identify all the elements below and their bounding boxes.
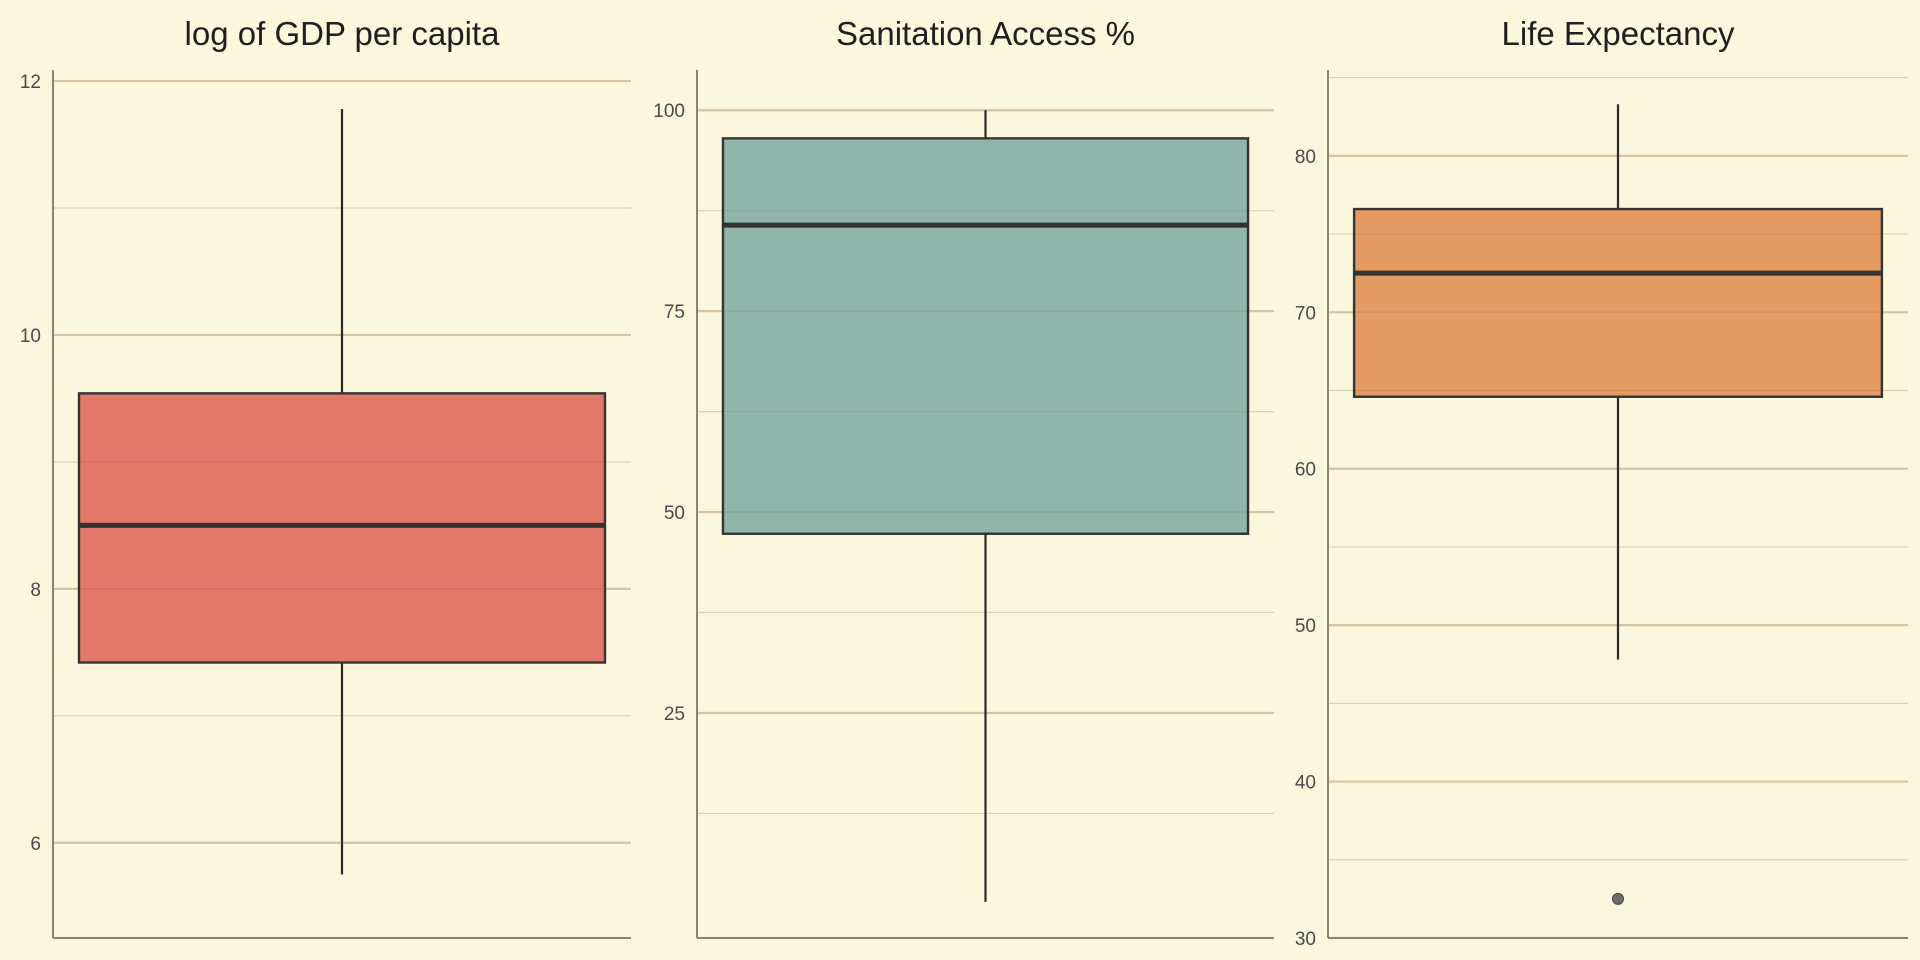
box-iqr <box>77 392 607 664</box>
y-tick-label: 50 <box>664 503 685 524</box>
y-tick-label: 6 <box>30 834 41 855</box>
y-tick-label: 50 <box>1295 616 1316 637</box>
y-tick-label: 40 <box>1295 773 1316 794</box>
panel-1: 6 8 10 12 log of GDP per capita <box>20 15 631 939</box>
y-tick-label: 70 <box>1295 303 1316 324</box>
y-tick-label: 8 <box>30 580 41 601</box>
y-tick-label: 60 <box>1295 460 1316 481</box>
panel-title: Life Expectancy <box>1502 15 1735 52</box>
y-tick-label: 100 <box>653 101 685 122</box>
outlier-point <box>1612 892 1624 905</box>
y-tick-label: 80 <box>1295 147 1316 168</box>
y-tick-label: 10 <box>20 326 41 347</box>
panel-3: 30 40 50 60 70 80 Life Expectancy <box>1295 15 1908 950</box>
y-tick-label: 75 <box>664 302 685 323</box>
panel-2: 25 50 75 100 Sanitation Access % <box>653 15 1274 939</box>
panel-title: log of GDP per capita <box>185 15 501 52</box>
y-tick-label: 25 <box>664 704 685 725</box>
panel-title: Sanitation Access % <box>836 15 1135 52</box>
box-iqr <box>1352 207 1884 398</box>
y-tick-label: 30 <box>1295 929 1316 950</box>
box-iqr <box>721 137 1250 535</box>
y-tick-label: 12 <box>20 72 41 93</box>
